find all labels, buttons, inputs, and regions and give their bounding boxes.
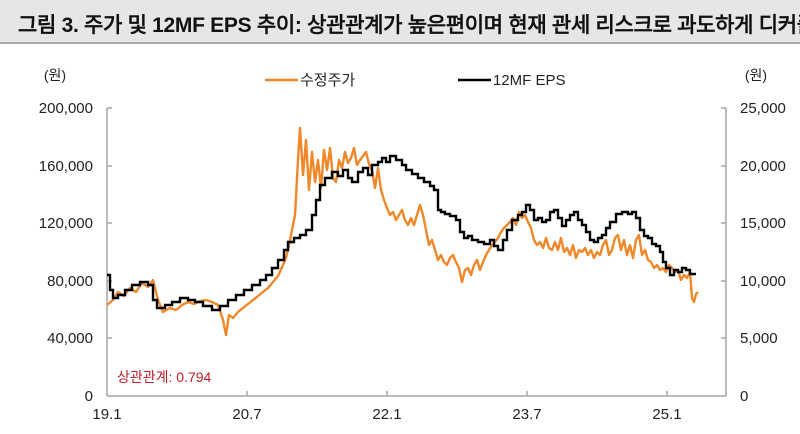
x-tick: 25.1	[652, 406, 681, 423]
right-axis-labels: 25,000 20,000 15,000 10,000 5,000 0	[740, 100, 786, 405]
x-tick: 19.1	[92, 406, 121, 423]
right-tick: 10,000	[740, 273, 786, 290]
x-tick: 22.1	[372, 406, 401, 423]
left-tick: 80,000	[47, 273, 93, 290]
right-tick: 5,000	[740, 330, 778, 347]
right-tick: 25,000	[740, 100, 786, 117]
left-tick: 200,000	[39, 100, 93, 117]
left-axis-labels: 200,000 160,000 120,000 80,000 40,000 0	[39, 100, 93, 405]
correlation-annotation: 상관관계: 0.794	[117, 369, 212, 385]
left-tick: 120,000	[39, 215, 93, 232]
x-tick: 23.7	[512, 406, 541, 423]
title-bar: 그림 3. 주가 및 12MF EPS 추이: 상관관계가 높은편이며 현재 관…	[0, 0, 800, 44]
chart-title: 그림 3. 주가 및 12MF EPS 추이: 상관관계가 높은편이며 현재 관…	[18, 14, 800, 37]
legend-label-price: 수정주가	[300, 72, 355, 89]
right-tick: 20,000	[740, 158, 786, 175]
series-eps-line	[107, 154, 696, 312]
left-axis-unit: (원)	[44, 67, 66, 83]
right-axis-unit: (원)	[745, 67, 767, 83]
series-price-line	[106, 126, 699, 337]
legend-label-eps: 12MF EPS	[493, 72, 566, 89]
x-axis-labels: 19.1 20.7 22.1 23.7 25.1	[92, 406, 681, 423]
legend: 수정주가 12MF EPS	[265, 72, 566, 89]
left-tick: 160,000	[39, 158, 93, 175]
left-tick: 0	[85, 388, 93, 405]
right-tick: 0	[740, 388, 748, 405]
x-tick: 20.7	[232, 406, 261, 423]
left-tick: 40,000	[47, 330, 93, 347]
right-tick: 15,000	[740, 215, 786, 232]
